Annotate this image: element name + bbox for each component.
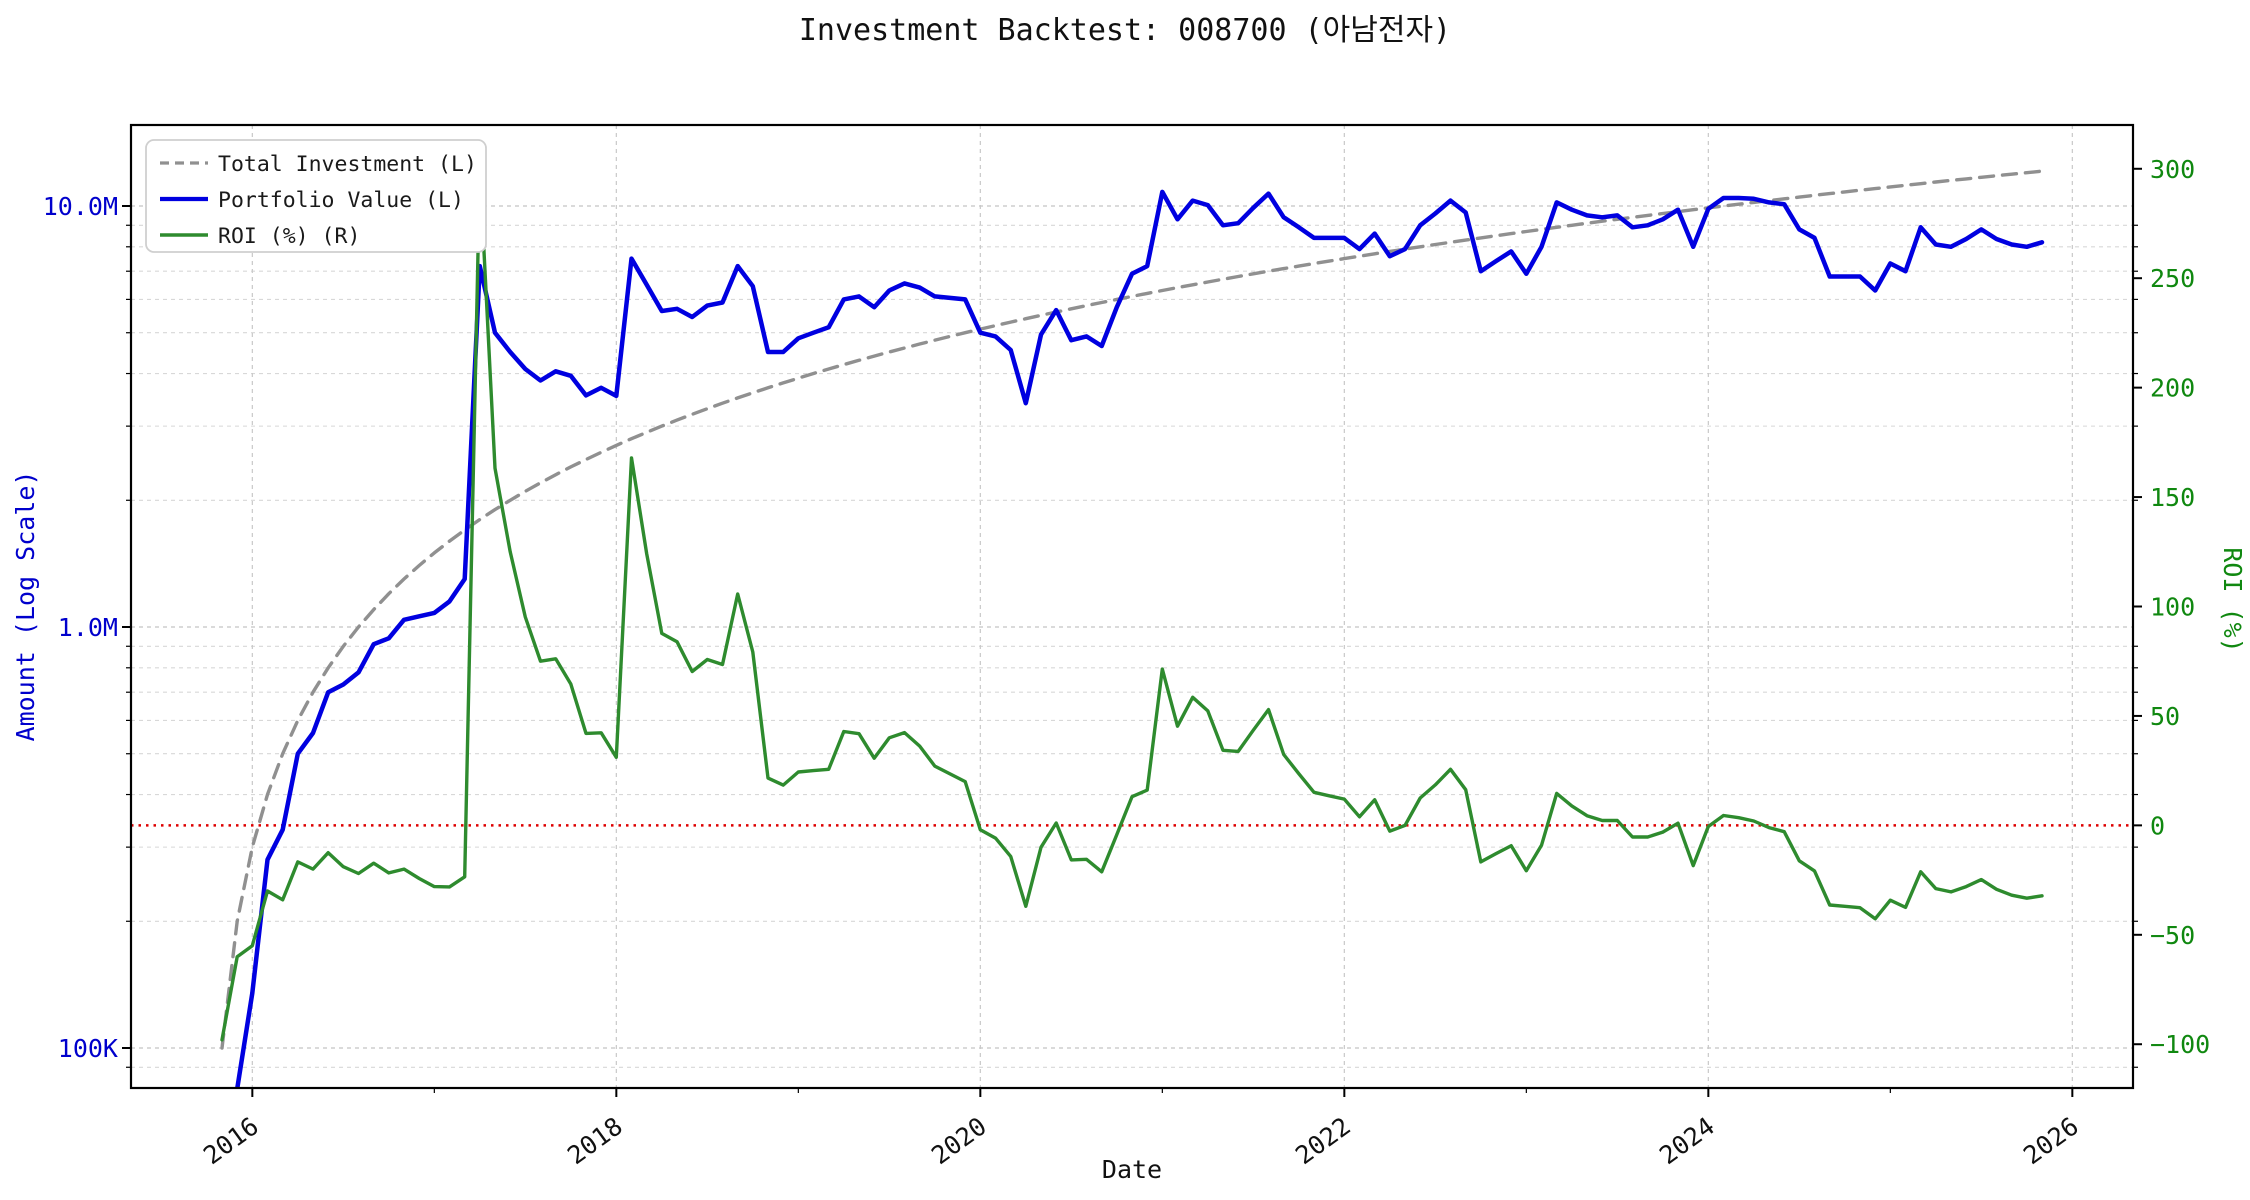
y-axis-label-left: Amount (Log Scale) (11, 471, 40, 742)
svg-text:−50: −50 (2150, 921, 2195, 950)
svg-text:2022: 2022 (1290, 1111, 1356, 1170)
svg-text:100: 100 (2150, 593, 2195, 622)
svg-text:0: 0 (2150, 811, 2165, 840)
legend-label: ROI (%) (R) (218, 224, 360, 249)
tick-layer: 100K 1.0M 10.0M −100 −50 0 50 100 150 200 250 300 20… (43, 155, 2210, 1170)
svg-text:10.0M: 10.0M (43, 192, 118, 221)
legend-item-roi: ROI (%) (R) (160, 224, 360, 249)
svg-text:2018: 2018 (562, 1111, 628, 1170)
svg-text:300: 300 (2150, 155, 2195, 184)
svg-text:1.0M: 1.0M (58, 613, 118, 642)
series-line-1 (235, 189, 2045, 1088)
svg-text:2026: 2026 (2018, 1111, 2084, 1170)
legend-label: Total Investment (L) (218, 152, 477, 177)
chart-title: Investment Backtest: 008700 (아남전자) (799, 13, 1451, 48)
svg-text:50: 50 (2150, 702, 2180, 731)
plot-series (131, 167, 2133, 1088)
legend-label: Portfolio Value (L) (218, 188, 464, 213)
svg-text:100K: 100K (58, 1034, 118, 1063)
svg-text:−100: −100 (2150, 1030, 2210, 1059)
y-axis-label-right: ROI (%) (2218, 547, 2247, 652)
svg-text:250: 250 (2150, 264, 2195, 293)
svg-text:200: 200 (2150, 374, 2195, 403)
legend-box (145, 139, 487, 253)
legend: Total Investment (L) Portfolio Value (L)… (145, 139, 487, 253)
svg-text:150: 150 (2150, 483, 2195, 512)
svg-text:2016: 2016 (198, 1111, 264, 1170)
grid-layer (131, 125, 2133, 1088)
series-line-2 (220, 167, 2044, 1042)
legend-item-portfolio-value: Portfolio Value (L) (160, 188, 464, 213)
plot-border (129, 123, 2135, 1090)
x-axis-label: Date (1102, 1155, 1162, 1184)
series-line-0 (220, 169, 2044, 1050)
svg-text:2024: 2024 (1654, 1111, 1720, 1170)
legend-item-total-investment: Total Investment (L) (160, 152, 477, 177)
svg-text:2020: 2020 (926, 1111, 992, 1170)
